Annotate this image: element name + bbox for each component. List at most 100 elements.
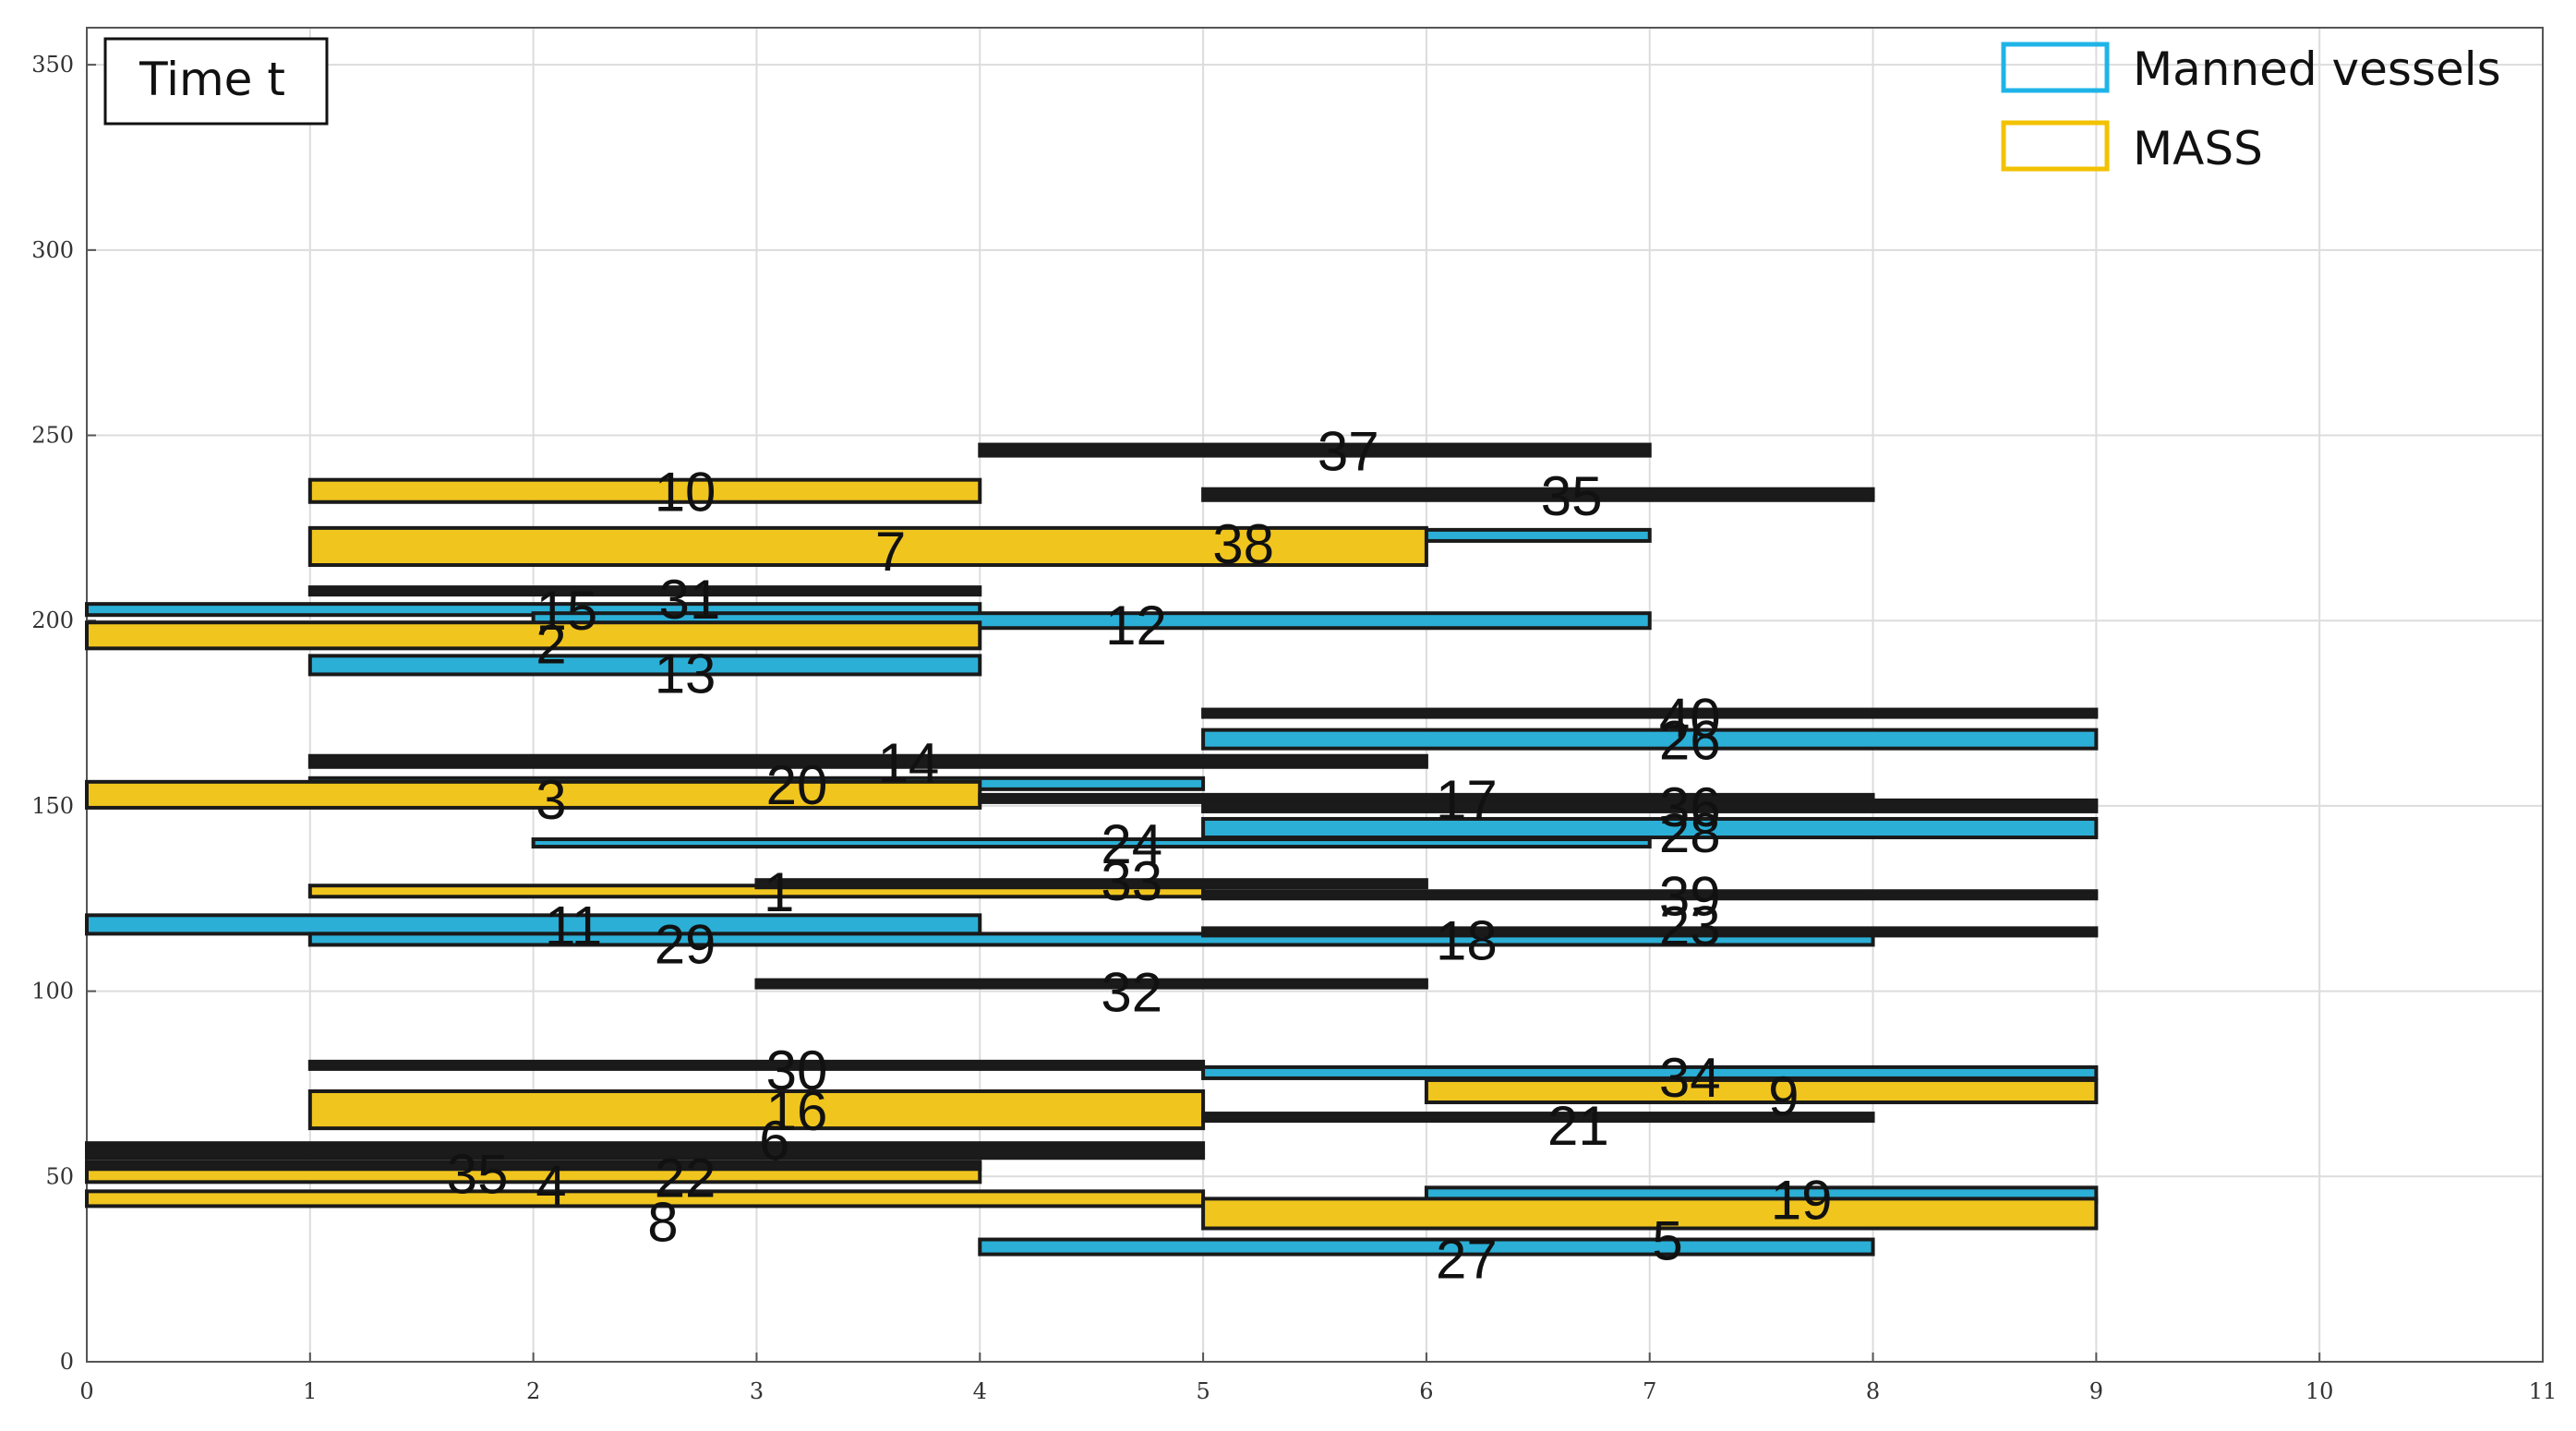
- x-tick-label: 3: [750, 1378, 764, 1404]
- y-tick-label: 50: [45, 1163, 74, 1189]
- y-tick-label: 200: [31, 607, 74, 633]
- bar-label-37: 37: [1318, 421, 1379, 483]
- bar-label-20: 20: [766, 754, 828, 816]
- bar-9: [1424, 1077, 2099, 1105]
- bar-28: [1201, 816, 2099, 840]
- bar-label-31: 31: [659, 569, 721, 631]
- bar-label-30: 30: [766, 1040, 828, 1101]
- bar-37: [978, 442, 1652, 458]
- x-tick-label: 7: [1643, 1378, 1656, 1404]
- x-tick-label: 1: [303, 1378, 317, 1404]
- bar-label-15: 15: [536, 580, 598, 642]
- x-tick-label: 9: [2089, 1378, 2103, 1404]
- bar-10: [307, 477, 982, 504]
- x-tick-label: 2: [526, 1378, 540, 1404]
- bars: [85, 442, 2099, 1257]
- legend-swatch-mass: [2001, 120, 2110, 172]
- bar-27: [978, 1237, 1875, 1257]
- bar-label-29: 29: [655, 913, 716, 975]
- bar-label-33: 33: [1101, 850, 1162, 912]
- y-tick-label: 0: [60, 1349, 74, 1375]
- bar-label-7: 7: [875, 521, 906, 583]
- plot-frame: [86, 27, 2544, 1363]
- bar-11: [85, 913, 982, 936]
- bar-label-16: 16: [766, 1080, 828, 1142]
- bar-36: [1201, 798, 2099, 813]
- bar-label-19: 19: [1771, 1169, 1833, 1231]
- bar-label-18: 18: [1436, 909, 1498, 971]
- bar-8: [85, 1189, 1206, 1209]
- bar-label-2: 2: [536, 613, 566, 675]
- bar-label-38: 38: [1212, 513, 1274, 575]
- bar-label-34: 34: [1659, 1047, 1721, 1109]
- bar-33: [754, 878, 1428, 890]
- x-tick-label: 0: [79, 1378, 93, 1404]
- bar-16: [307, 1088, 1206, 1131]
- legend: Manned vessels MASS: [2001, 42, 2501, 175]
- bar-label-12: 12: [1105, 595, 1167, 656]
- bar-label-10: 10: [655, 462, 716, 523]
- bar-31: [307, 585, 982, 597]
- x-tick-label: 8: [1866, 1378, 1880, 1404]
- y-tick-label: 100: [31, 979, 74, 1004]
- bar-label-28: 28: [1659, 802, 1721, 864]
- bar-label-35: 35: [447, 1143, 509, 1205]
- bar-3: [85, 779, 982, 810]
- bar-label-5: 5: [1652, 1210, 1682, 1272]
- y-tick-label: 250: [31, 423, 74, 449]
- bar-label-24: 24: [1101, 813, 1162, 875]
- bar-5: [1201, 1197, 2099, 1231]
- bar-label-6: 6: [759, 1110, 789, 1172]
- bar-40: [1201, 707, 2099, 719]
- bar-label-17: 17: [1436, 769, 1498, 831]
- y-tick-label: 350: [31, 52, 74, 78]
- legend-label-manned: Manned vessels: [2133, 42, 2501, 96]
- bar-label-35: 35: [1541, 465, 1603, 527]
- time-annotation-box: Time t: [103, 37, 329, 126]
- x-tick-label: 4: [973, 1378, 987, 1404]
- bar-label-39: 39: [1659, 865, 1721, 927]
- bar-2: [85, 620, 982, 651]
- bar-label-3: 3: [536, 769, 566, 831]
- x-tick-label: 5: [1196, 1378, 1210, 1404]
- y-tick-label: 150: [31, 793, 74, 819]
- bar-label-8: 8: [647, 1191, 678, 1253]
- bar-21: [1201, 1112, 1875, 1124]
- bar-label-32: 32: [1101, 962, 1162, 1024]
- bar-label-22: 22: [655, 1147, 716, 1209]
- bar-label-13: 13: [655, 643, 716, 704]
- bar-label-9: 9: [1768, 1065, 1799, 1127]
- x-tick-label: 6: [1419, 1378, 1433, 1404]
- bar-30: [307, 1059, 1206, 1071]
- grid-lines: [86, 28, 2544, 1363]
- x-tick-label: 11: [2529, 1378, 2558, 1404]
- bar-18: [1201, 926, 2099, 938]
- legend-swatch-manned: [2001, 42, 2110, 93]
- bar-label-36: 36: [1659, 776, 1721, 838]
- bar-label-11: 11: [545, 895, 602, 956]
- time-annotation: Time t: [138, 53, 285, 106]
- bar-label-40: 40: [1659, 688, 1721, 750]
- bar-label-21: 21: [1547, 1095, 1609, 1157]
- bar-label-23: 23: [1659, 895, 1721, 956]
- bar-label-27: 27: [1436, 1229, 1498, 1291]
- bar-14: [307, 753, 1428, 769]
- bar-7: [307, 525, 1428, 568]
- x-tick-label: 10: [2305, 1378, 2334, 1404]
- bar-label-4: 4: [536, 1154, 566, 1216]
- bar-32: [754, 978, 1428, 990]
- bar-22: [85, 1160, 982, 1172]
- bar-39: [1201, 889, 2099, 901]
- legend-label-mass: MASS: [2133, 122, 2263, 175]
- bar-24: [531, 837, 1652, 849]
- bar-label-26: 26: [1659, 710, 1721, 772]
- bar-13: [307, 654, 982, 677]
- bar-26: [1201, 728, 2099, 751]
- bar-34: [1201, 1064, 2099, 1080]
- y-tick-label: 300: [31, 237, 74, 263]
- bar-label-14: 14: [878, 732, 940, 794]
- bar-35: [1201, 487, 1875, 502]
